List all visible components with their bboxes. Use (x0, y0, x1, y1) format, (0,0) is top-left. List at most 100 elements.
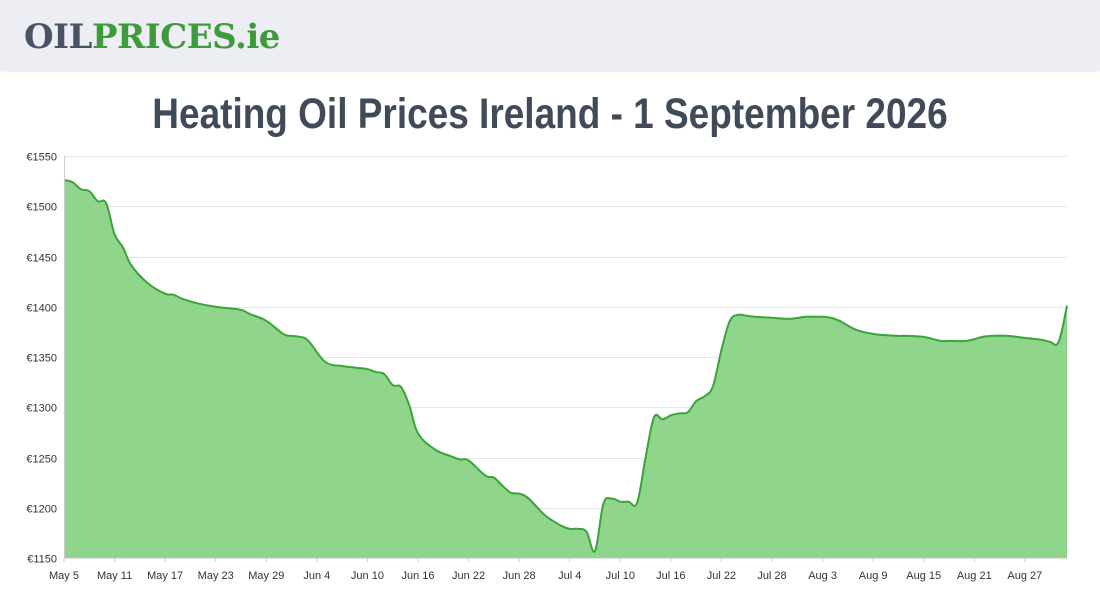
price-point[interactable] (95, 198, 101, 204)
price-point[interactable] (339, 363, 345, 369)
price-point[interactable] (356, 365, 362, 371)
price-point[interactable] (491, 475, 497, 481)
price-point[interactable] (525, 495, 531, 501)
price-point[interactable] (879, 332, 885, 338)
price-point[interactable] (609, 496, 615, 502)
price-point[interactable] (617, 499, 623, 505)
price-point[interactable] (238, 307, 244, 313)
price-point[interactable] (946, 338, 952, 344)
price-point[interactable] (685, 409, 691, 415)
price-point[interactable] (575, 526, 581, 532)
price-point[interactable] (415, 430, 421, 436)
price-point[interactable] (381, 371, 387, 377)
price-point[interactable] (516, 491, 522, 497)
price-point[interactable] (702, 393, 708, 399)
price-point[interactable] (246, 311, 252, 317)
price-point[interactable] (643, 455, 649, 461)
price-point[interactable] (811, 314, 817, 320)
price-point[interactable] (1022, 335, 1028, 341)
price-point[interactable] (373, 369, 379, 375)
price-point[interactable] (1005, 333, 1011, 339)
price-point[interactable] (980, 334, 986, 340)
price-point[interactable] (769, 315, 775, 321)
price-point[interactable] (904, 333, 910, 339)
y-tick-label: €1500 (26, 202, 57, 214)
price-point[interactable] (390, 382, 396, 388)
x-tick-label: Aug 27 (1007, 570, 1042, 582)
price-point[interactable] (162, 291, 168, 297)
price-point[interactable] (584, 529, 590, 535)
price-point[interactable] (78, 186, 84, 192)
price-point[interactable] (128, 263, 134, 269)
price-point[interactable] (1064, 303, 1070, 309)
price-point[interactable] (1039, 337, 1045, 343)
price-point[interactable] (634, 500, 640, 506)
site-logo[interactable]: OILPRICES.ie (24, 14, 280, 60)
price-point[interactable] (727, 318, 733, 324)
price-point[interactable] (407, 403, 413, 409)
x-tick-label: Jul 10 (606, 570, 635, 582)
price-point[interactable] (600, 501, 606, 507)
price-point[interactable] (364, 366, 370, 372)
price-point[interactable] (289, 333, 295, 339)
price-point[interactable] (567, 526, 573, 532)
price-point[interactable] (870, 331, 876, 337)
price-point[interactable] (853, 327, 859, 333)
price-point[interactable] (263, 318, 269, 324)
price-point[interactable] (120, 245, 126, 251)
price-point[interactable] (786, 316, 792, 322)
price-point[interactable] (895, 333, 901, 339)
price-point[interactable] (735, 312, 741, 318)
price-point[interactable] (744, 313, 750, 319)
price-point[interactable] (280, 331, 286, 337)
price-point[interactable] (752, 314, 758, 320)
price-point[interactable] (820, 314, 826, 320)
price-point[interactable] (86, 188, 92, 194)
price-point[interactable] (221, 305, 227, 311)
price-point[interactable] (112, 231, 118, 237)
price-point[interactable] (693, 398, 699, 404)
price-point[interactable] (457, 457, 463, 463)
price-point[interactable] (196, 301, 202, 307)
price-point[interactable] (297, 334, 303, 340)
price-point[interactable] (592, 548, 598, 554)
price-point[interactable] (348, 364, 354, 370)
price-point[interactable] (921, 334, 927, 340)
price-point[interactable] (305, 338, 311, 344)
price-point[interactable] (145, 281, 151, 287)
price-point[interactable] (651, 414, 657, 420)
price-point[interactable] (676, 410, 682, 416)
price-point[interactable] (710, 383, 716, 389)
price-point[interactable] (69, 179, 75, 185)
price-point[interactable] (836, 318, 842, 324)
price-point[interactable] (659, 416, 665, 422)
price-point[interactable] (558, 523, 564, 529)
price-point[interactable] (398, 384, 404, 390)
price-point[interactable] (1047, 339, 1053, 345)
y-tick-label: €1400 (26, 303, 57, 315)
price-point[interactable] (171, 292, 177, 298)
price-point[interactable] (550, 518, 556, 524)
price-point[interactable] (938, 338, 944, 344)
price-point[interactable] (828, 315, 834, 321)
price-point[interactable] (103, 200, 109, 206)
price-point[interactable] (499, 483, 505, 489)
price-point[interactable] (718, 347, 724, 353)
price-point[interactable] (179, 296, 185, 302)
price-point[interactable] (482, 473, 488, 479)
price-point[interactable] (626, 499, 632, 505)
price-point[interactable] (432, 447, 438, 453)
chart-title: Heating Oil Prices Ireland - 1 September… (152, 90, 948, 138)
price-point[interactable] (541, 512, 547, 518)
price-point[interactable] (213, 304, 219, 310)
price-point[interactable] (449, 454, 455, 460)
price-point[interactable] (322, 359, 328, 365)
price-point[interactable] (508, 490, 514, 496)
price-point[interactable] (668, 412, 674, 418)
y-tick-label: €1350 (26, 353, 57, 365)
price-point[interactable] (988, 333, 994, 339)
price-point[interactable] (466, 458, 472, 464)
price-point[interactable] (1056, 339, 1062, 345)
price-point[interactable] (963, 338, 969, 344)
price-point[interactable] (803, 314, 809, 320)
